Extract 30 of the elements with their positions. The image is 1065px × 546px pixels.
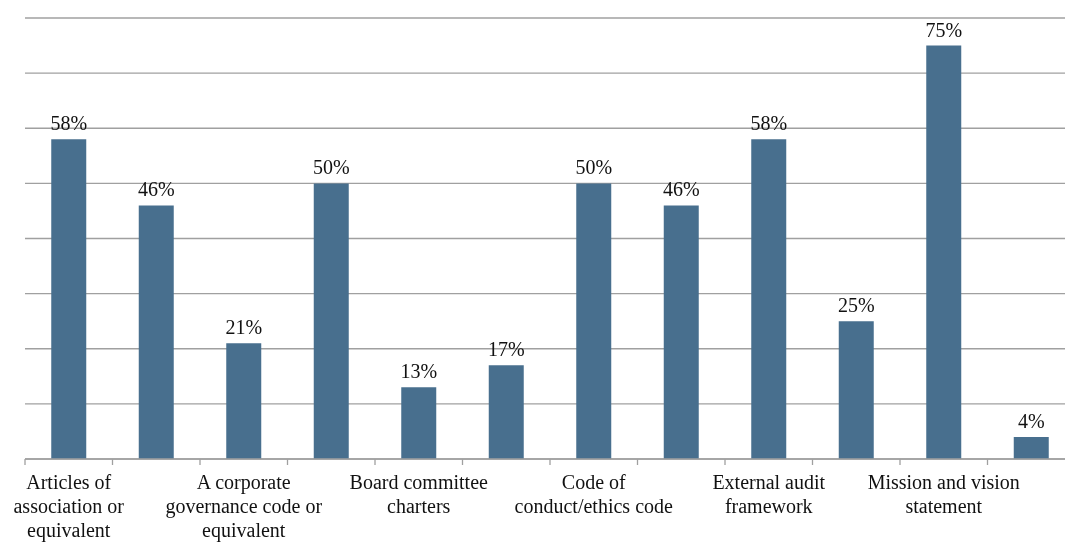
data-label: 50% — [312, 156, 350, 179]
bar — [576, 183, 612, 459]
bar — [751, 139, 787, 459]
bar — [226, 343, 262, 459]
x-tick-label: Board committee charters — [349, 471, 489, 517]
bar — [926, 45, 962, 459]
x-tick-label: Code of conduct/ethics code — [514, 471, 673, 517]
bar — [488, 365, 524, 459]
x-tick-label: Articles of association or equivalent — [13, 471, 125, 542]
bar — [663, 205, 699, 459]
x-tick-label: A corporate governance code or equivalent — [165, 471, 323, 542]
data-label: 75% — [925, 18, 963, 41]
data-label: 13% — [400, 360, 438, 383]
data-label: 21% — [225, 316, 263, 339]
bar — [838, 321, 874, 459]
data-label: 17% — [487, 338, 525, 361]
data-label: 46% — [137, 178, 175, 201]
data-label: 46% — [662, 178, 700, 201]
x-tick-label: External audit framework — [712, 471, 826, 517]
data-label: 4% — [1017, 409, 1045, 432]
bar — [51, 139, 87, 459]
data-label: 58% — [750, 112, 788, 135]
data-label: 25% — [837, 294, 875, 317]
data-label: 50% — [575, 156, 613, 179]
data-label: 58% — [50, 112, 88, 135]
bar — [138, 205, 174, 459]
bar — [401, 387, 437, 459]
x-tick-label: Mission and vision statement — [867, 471, 1020, 517]
bar — [313, 183, 349, 459]
bar — [1013, 436, 1049, 459]
